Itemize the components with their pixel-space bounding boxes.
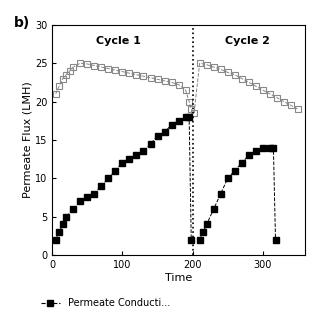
Y-axis label: Permeate Flux (LMH): Permeate Flux (LMH) xyxy=(22,82,32,198)
Text: Cycle 2: Cycle 2 xyxy=(225,36,270,46)
Text: b): b) xyxy=(14,16,30,30)
Legend: Permeate Conducti...: Permeate Conducti... xyxy=(37,294,174,312)
X-axis label: Time: Time xyxy=(165,273,192,283)
Text: Cycle 1: Cycle 1 xyxy=(96,36,141,46)
